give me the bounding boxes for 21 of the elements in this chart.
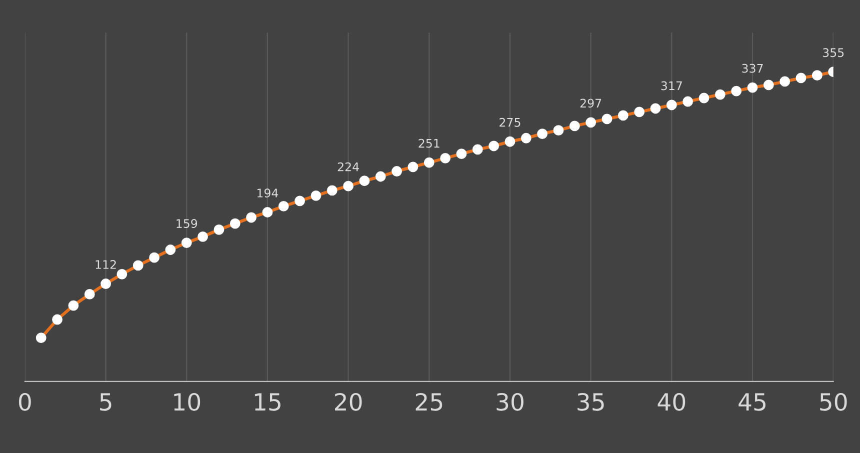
x-tick-label: 45 (738, 393, 766, 411)
data-label: 275 (500, 118, 520, 127)
x-tick-label: 25 (416, 392, 442, 411)
x-tick-label: 0 (18, 392, 31, 411)
data-label: 297 (580, 98, 602, 108)
x-tick-label: 20 (335, 392, 362, 411)
data-label: 224 (338, 162, 359, 172)
x-tick-label: 30 (496, 392, 524, 411)
x-tick-label: 35 (578, 392, 604, 411)
data-label: 112 (96, 260, 116, 269)
x-tick-label: 40 (658, 392, 686, 411)
data-label: 194 (257, 188, 278, 198)
data-label: 355 (822, 48, 844, 58)
x-tick-label: 5 (100, 393, 112, 411)
x-tick-label: 10 (174, 392, 200, 411)
data-label: 337 (742, 64, 763, 73)
data-label: 317 (661, 81, 682, 90)
data-label: 159 (176, 219, 198, 228)
x-tick-label: 50 (820, 392, 847, 411)
data-label: 251 (418, 138, 440, 148)
x-tick-label: 15 (255, 393, 280, 411)
